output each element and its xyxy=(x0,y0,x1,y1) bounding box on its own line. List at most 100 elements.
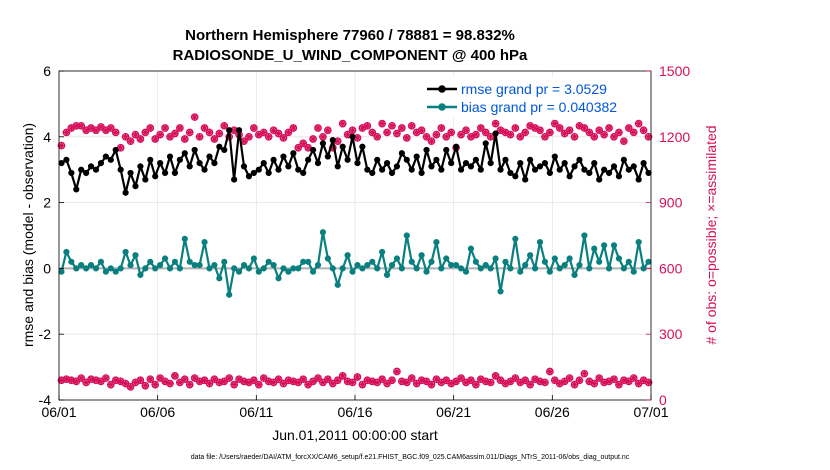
star-stroke xyxy=(339,372,346,379)
rmse-point xyxy=(497,166,504,173)
star-stroke xyxy=(93,377,99,384)
rmse-point xyxy=(581,166,588,173)
obs-upper-point-assimilated xyxy=(516,133,524,141)
legend-bias-label: bias grand pr = 0.040382 xyxy=(461,99,617,115)
obs-lower-point-assimilated xyxy=(635,379,643,388)
obs-upper-point-assimilated xyxy=(191,113,199,121)
bias-point xyxy=(620,265,627,272)
bias-point xyxy=(235,268,243,275)
bias-point xyxy=(635,238,642,246)
bias-point xyxy=(571,271,578,279)
rmse-point xyxy=(265,169,272,177)
rmse-point xyxy=(408,166,415,173)
obs-upper-point-assimilated xyxy=(245,133,253,141)
star-stroke xyxy=(571,133,578,140)
y-tick-label: 0 xyxy=(43,260,51,276)
obs-upper-point-assimilated xyxy=(610,133,618,141)
obs-upper-point-assimilated xyxy=(117,144,125,152)
star-stroke xyxy=(245,133,252,140)
x-tick-label: 06/01 xyxy=(41,404,76,420)
obs-upper-point-assimilated xyxy=(250,124,258,132)
star-stroke xyxy=(630,375,637,382)
star-stroke xyxy=(152,381,159,388)
bias-point xyxy=(132,252,139,259)
rmse-point xyxy=(191,146,198,154)
star-stroke xyxy=(393,368,400,375)
star-stroke xyxy=(556,125,563,132)
star-stroke xyxy=(403,379,410,386)
star-stroke xyxy=(492,372,499,379)
y2-tick-label: 0 xyxy=(659,392,667,408)
rmse-point xyxy=(240,163,248,170)
star-stroke xyxy=(566,375,573,382)
rmse-point xyxy=(211,160,218,167)
bias-point xyxy=(546,268,553,275)
star-stroke xyxy=(620,138,627,145)
rmse-point xyxy=(635,176,642,183)
star-stroke xyxy=(241,138,247,145)
star-stroke xyxy=(250,377,257,384)
obs-upper-point-assimilated xyxy=(107,124,115,132)
rmse-series xyxy=(58,127,652,196)
bias-point xyxy=(586,265,593,272)
star-stroke xyxy=(78,122,85,129)
bias-point xyxy=(601,242,608,249)
star-stroke xyxy=(324,376,331,383)
rmse-point xyxy=(418,169,425,177)
obs-upper-point-assimilated xyxy=(284,128,292,137)
rmse-point xyxy=(132,183,139,190)
obs-lower-point-assimilated xyxy=(610,375,618,383)
star-stroke xyxy=(458,375,465,382)
obs-lower-point-assimilated xyxy=(408,374,416,382)
obs-lower-point-assimilated xyxy=(393,367,401,376)
rmse-point xyxy=(92,166,100,173)
chart-subtitle: RADIOSONDE_U_WIND_COMPONENT @ 400 hPa xyxy=(173,47,528,64)
bias-point xyxy=(433,238,440,246)
star-stroke xyxy=(147,376,154,383)
bias-point xyxy=(438,265,445,272)
star-stroke xyxy=(408,122,415,129)
star-stroke xyxy=(290,125,297,132)
bias-point xyxy=(280,265,287,272)
star-stroke xyxy=(463,127,469,134)
bias-point xyxy=(512,235,519,242)
rmse-point xyxy=(171,169,179,177)
y2-axis-label: # of obs: o=possible; ×=assimilated xyxy=(703,125,719,344)
obs-upper-point-assimilated xyxy=(265,133,273,141)
obs-lower-point-assimilated xyxy=(541,378,549,387)
rmse-point xyxy=(536,163,544,170)
bias-point xyxy=(63,248,70,256)
rmse-point xyxy=(551,153,558,160)
rmse-point xyxy=(428,163,435,170)
obs-upper-point-assimilated xyxy=(393,129,401,138)
rmse-point xyxy=(176,156,183,163)
star-stroke xyxy=(428,381,435,388)
star-stroke xyxy=(221,122,228,129)
star-stroke xyxy=(458,131,465,138)
bias-point xyxy=(556,265,563,272)
star-stroke xyxy=(162,125,169,132)
bias-point xyxy=(211,262,218,269)
obs-upper-point-assimilated xyxy=(595,126,603,134)
star-stroke xyxy=(477,125,484,132)
rmse-point xyxy=(250,169,257,177)
star-stroke xyxy=(359,381,366,388)
star-stroke xyxy=(379,120,386,127)
obs-upper-point-assimilated xyxy=(131,131,140,139)
star-stroke xyxy=(640,127,647,134)
rmse-point xyxy=(596,176,603,183)
obs-upper-point-assimilated xyxy=(260,128,268,137)
obs-upper-point-assimilated xyxy=(442,133,450,141)
rmse-point xyxy=(645,169,652,177)
star-stroke xyxy=(586,378,593,385)
bias-point xyxy=(161,255,169,262)
obs-upper-point-assimilated xyxy=(176,124,184,132)
bias-point xyxy=(536,238,544,246)
obs-lower-point-assimilated xyxy=(551,376,559,384)
star-stroke xyxy=(191,114,198,121)
bias-point xyxy=(255,268,262,275)
star-stroke xyxy=(532,376,539,383)
y-axis-right: 0 300 600 900 1200 1500 xyxy=(646,63,690,408)
obs-upper-point-assimilated xyxy=(383,128,391,137)
star-stroke xyxy=(157,375,164,382)
